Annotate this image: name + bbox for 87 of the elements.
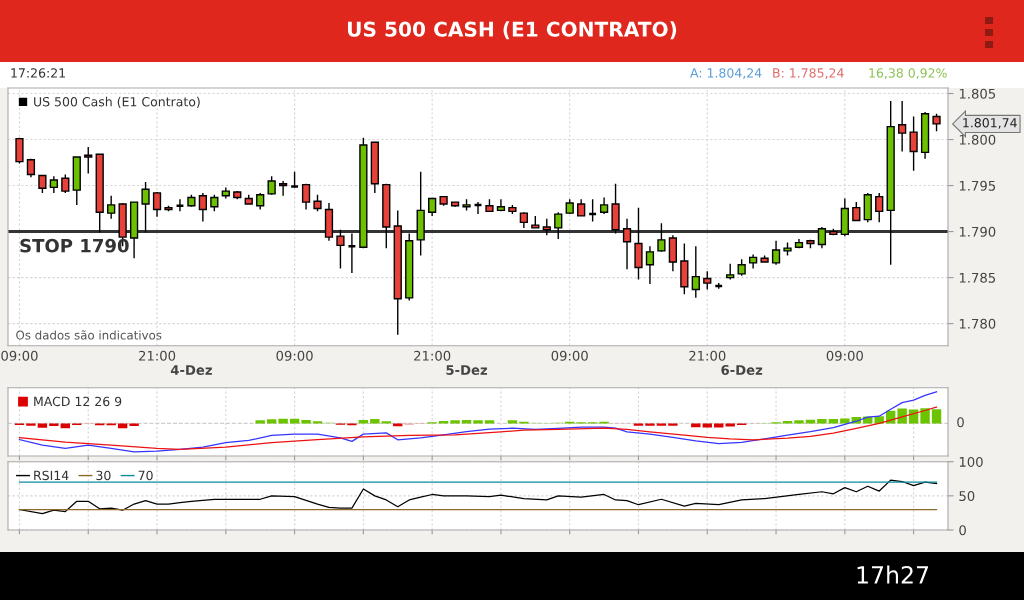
x-tick-label: 09:00: [276, 350, 313, 361]
y-tick-label: 1.805: [959, 88, 996, 99]
bar: [484, 420, 495, 424]
legend-label: US 500 Cash (E1 Contrato): [34, 96, 200, 108]
candlestick: [267, 175, 276, 196]
bar: [714, 423, 724, 428]
text: B: 1.785,24: [773, 68, 844, 79]
y-tick-label: 1.800: [959, 134, 996, 145]
x-tick-label: 09:00: [826, 350, 863, 361]
bar: [702, 423, 712, 428]
candlestick: [336, 229, 345, 270]
y-tick-label: 100: [959, 456, 983, 467]
chart-subtitle: 17:26:21: [11, 68, 65, 78]
y-tick-label: 0: [959, 525, 966, 536]
candlestick: [141, 181, 150, 234]
candlestick: [198, 192, 208, 223]
bar: [668, 423, 678, 426]
bar: [60, 423, 71, 429]
candlestick: [703, 270, 712, 291]
candlestick: [301, 183, 311, 211]
bar: [301, 419, 311, 424]
bar: [725, 423, 735, 427]
bar: [129, 423, 139, 426]
legend-label: RSI14: [34, 470, 69, 481]
bar: [794, 420, 804, 424]
x2-tick-label: 6-Dez: [721, 364, 763, 375]
candlestick: [668, 234, 678, 272]
y-tick-label: 1.785: [959, 272, 996, 283]
candlestick: [554, 211, 563, 240]
bar: [450, 420, 460, 424]
bar: [370, 419, 380, 424]
y-tick-label: 1.795: [959, 180, 996, 191]
y-tick-label: 1.790: [959, 226, 996, 237]
legend-label: 70: [138, 470, 153, 481]
candlestick: [875, 192, 884, 224]
bar: [37, 423, 48, 428]
text: 16,38 0,92%: [869, 68, 947, 79]
candlestick: [84, 146, 93, 175]
bar: [117, 423, 128, 429]
bar: [393, 423, 403, 427]
x-tick-label: 09:00: [1, 350, 38, 361]
y-tick-label: 50: [959, 491, 975, 502]
bar: [931, 409, 942, 424]
x-tick-label: 21:00: [689, 350, 726, 361]
bar: [691, 423, 701, 428]
bar: [817, 419, 827, 424]
x2-tick-label: 5-Dez: [446, 365, 488, 375]
candlestick: [909, 115, 918, 172]
text: 1.801,74: [963, 118, 1017, 129]
bar: [656, 423, 667, 426]
bar: [49, 423, 59, 426]
candlestick: [771, 240, 781, 266]
candlestick: [622, 217, 632, 271]
bar: [840, 418, 850, 424]
candlestick: [61, 173, 70, 194]
text: A: 1.804,24: [690, 68, 762, 79]
candlestick: [107, 194, 116, 220]
bar: [507, 420, 518, 424]
bar: [473, 420, 483, 424]
candlestick: [898, 100, 907, 153]
candlestick: [691, 245, 700, 299]
y-tick-label: 1.780: [959, 318, 996, 329]
candlestick: [657, 222, 666, 253]
bar: [278, 418, 288, 424]
bar: [266, 419, 277, 424]
bar: [920, 408, 930, 424]
text: 17h27: [857, 565, 929, 584]
candlestick: [852, 201, 861, 222]
candlestick: [634, 206, 643, 281]
bar: [633, 423, 644, 426]
bar: [645, 423, 655, 426]
candlestick: [278, 180, 288, 197]
x-tick-label: 21:00: [414, 350, 451, 361]
chart-title: US 500 CASH (E1 CONTRATO): [347, 21, 677, 40]
candlestick: [152, 191, 162, 218]
legend-label: 30: [96, 470, 111, 481]
bar: [26, 423, 36, 426]
x2-tick-label: 4-Dez: [170, 365, 212, 375]
candlestick: [645, 245, 655, 285]
bar: [255, 420, 265, 424]
x-tick-label: 21:00: [138, 350, 176, 361]
annotation: Os dados são indicativos: [16, 330, 162, 340]
legend-label: MACD 12 26 9: [34, 396, 122, 407]
ref-line-label: STOP 1790: [20, 238, 129, 253]
x-tick-label: 09:00: [551, 350, 588, 361]
candlestick: [817, 226, 827, 249]
candlestick: [15, 137, 24, 165]
